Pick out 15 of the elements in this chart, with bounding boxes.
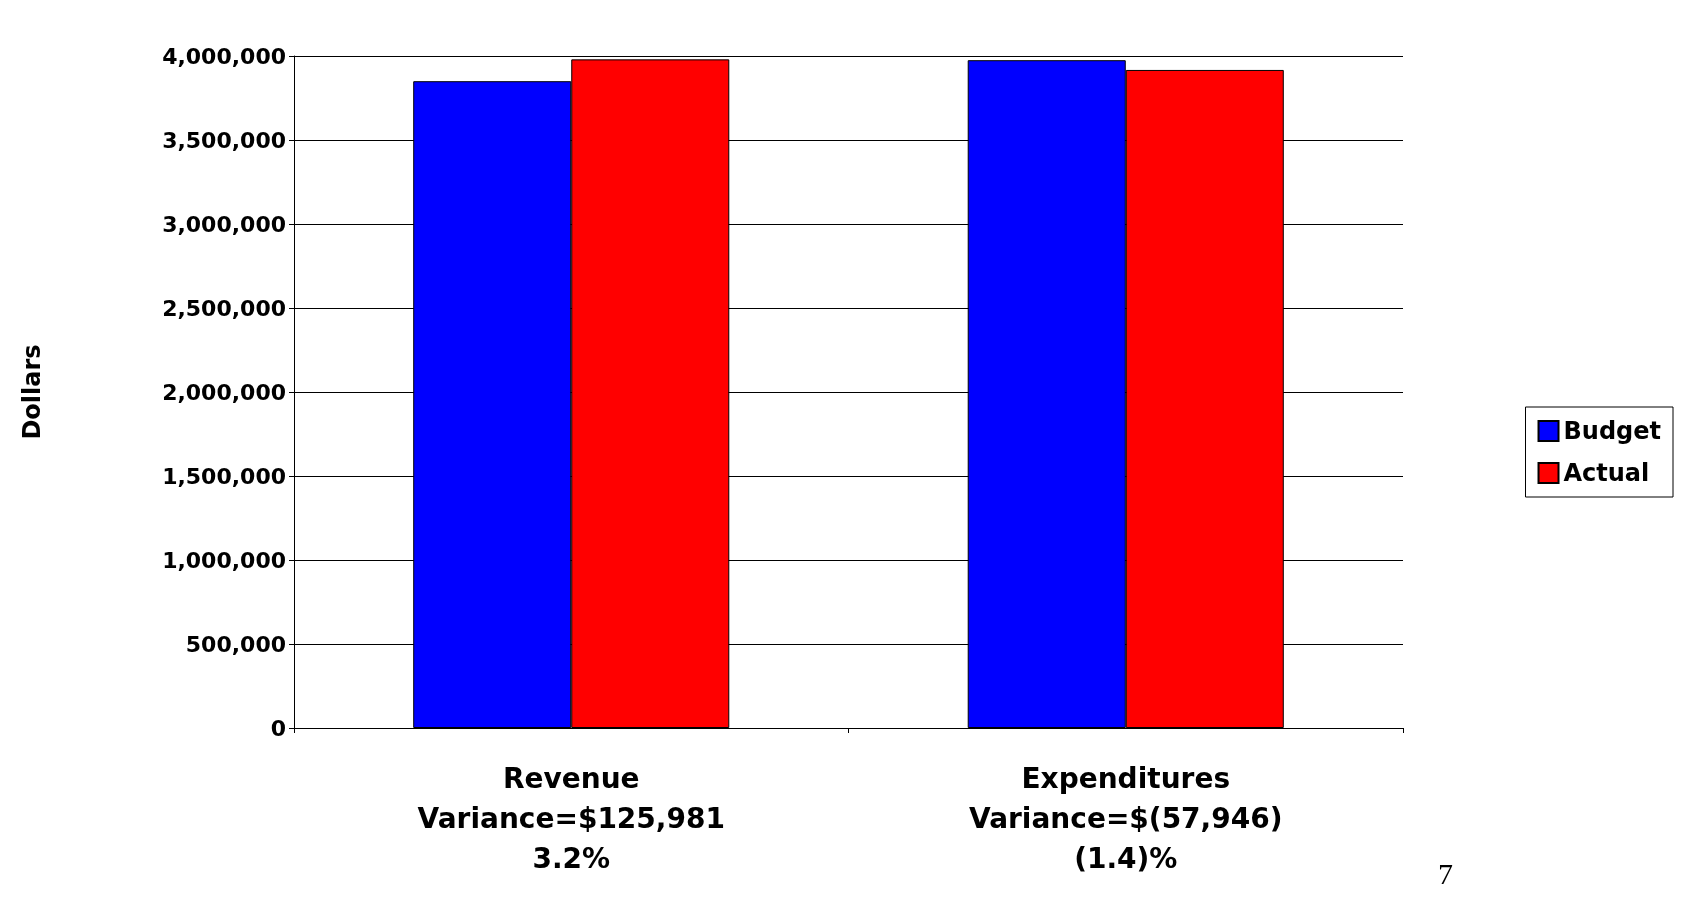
y-tick-label: 1,500,000: [162, 463, 286, 489]
y-tick-label: 3,500,000: [162, 127, 286, 153]
x-tick-label: Revenue Variance=$125,981 3.2%: [417, 761, 725, 875]
text: 7: [1438, 856, 1453, 890]
y-tick-label: 0: [270, 715, 286, 741]
legend-label: Actual: [1563, 459, 1650, 487]
y-tick-label: 3,000,000: [162, 211, 286, 237]
y-tick-label: 2,000,000: [162, 379, 286, 405]
y-tick-label: 2,500,000: [162, 295, 286, 321]
y-axis-title: Dollars: [18, 344, 46, 440]
y-tick-label: 500,000: [185, 631, 286, 657]
y-tick-label: 4,000,000: [162, 43, 286, 69]
legend-label: Budget: [1563, 417, 1662, 445]
y-tick-label: 1,000,000: [162, 547, 286, 573]
x-tick-label: Expenditures Variance=$(57,946) (1.4)%: [969, 761, 1283, 875]
